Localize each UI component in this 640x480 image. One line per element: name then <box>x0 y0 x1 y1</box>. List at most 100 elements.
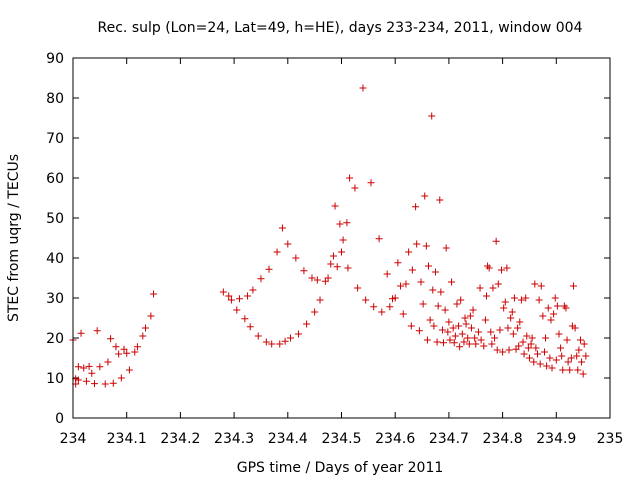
y-tick-label: 10 <box>46 371 64 387</box>
y-tick-label: 20 <box>46 331 64 347</box>
data-point <box>576 336 584 344</box>
data-point <box>300 267 308 275</box>
data-point <box>88 369 96 377</box>
data-point <box>344 264 352 272</box>
data-point <box>546 354 554 362</box>
data-point <box>346 174 354 182</box>
data-point <box>477 336 485 344</box>
data-point <box>492 237 500 245</box>
data-point <box>449 324 457 332</box>
x-tick-label: 234.9 <box>536 431 576 447</box>
data-point <box>85 362 93 370</box>
data-point <box>77 329 85 337</box>
data-point <box>571 324 579 332</box>
data-point <box>82 377 90 385</box>
data-point <box>582 352 590 360</box>
data-point <box>281 337 289 345</box>
data-point <box>292 254 300 262</box>
x-tick-label: 234.2 <box>160 431 200 447</box>
data-point <box>415 327 423 335</box>
data-point <box>489 284 497 292</box>
data-point <box>540 348 548 356</box>
data-point <box>515 342 523 350</box>
data-point <box>453 300 461 308</box>
data-point <box>367 179 375 187</box>
data-point <box>316 296 324 304</box>
data-point <box>501 298 509 306</box>
data-point <box>407 322 415 330</box>
data-point <box>444 328 452 336</box>
y-tick-label: 40 <box>46 251 64 267</box>
data-point <box>523 332 531 340</box>
data-point <box>451 332 459 340</box>
data-point <box>520 350 528 358</box>
data-point <box>461 314 469 322</box>
data-point <box>397 282 405 290</box>
data-point <box>303 320 311 328</box>
data-point <box>423 336 431 344</box>
data-point <box>578 358 586 366</box>
x-tick-label: 234.7 <box>429 431 469 447</box>
data-point <box>370 303 378 311</box>
data-point <box>336 220 344 228</box>
data-point <box>333 263 341 271</box>
data-point <box>551 294 559 302</box>
data-point <box>516 318 524 326</box>
data-point <box>457 296 465 304</box>
data-point <box>123 349 131 357</box>
data-point <box>329 252 337 260</box>
data-point <box>438 326 446 334</box>
chart-title: Rec. sulp (Lon=24, Lat=49, h=HE), days 2… <box>98 20 583 36</box>
data-point <box>241 315 249 323</box>
data-point <box>580 340 588 348</box>
x-tick-label: 234.1 <box>107 431 147 447</box>
data-point <box>510 294 518 302</box>
data-point <box>227 296 235 304</box>
data-point <box>254 332 262 340</box>
data-point <box>219 288 227 296</box>
data-point <box>249 286 257 294</box>
data-point <box>465 340 473 348</box>
data-point <box>276 340 284 348</box>
data-point <box>485 264 493 272</box>
data-point <box>555 330 563 338</box>
data-point <box>494 280 502 288</box>
data-point <box>225 292 233 300</box>
data-point <box>120 345 128 353</box>
data-point <box>547 316 555 324</box>
data-point <box>375 235 383 243</box>
data-point <box>431 268 439 276</box>
data-point <box>466 312 474 320</box>
data-point <box>383 270 391 278</box>
data-point <box>421 192 429 200</box>
data-point <box>107 335 115 343</box>
data-point <box>532 344 540 352</box>
x-tick-label: 234.6 <box>375 431 415 447</box>
data-point <box>434 302 442 310</box>
data-point <box>74 376 82 384</box>
data-point <box>378 308 386 316</box>
data-point <box>467 324 475 332</box>
data-point <box>482 292 490 300</box>
data-point <box>265 265 273 273</box>
data-point <box>536 360 544 368</box>
data-point <box>428 112 436 120</box>
data-point <box>481 316 489 324</box>
data-point <box>498 266 506 274</box>
data-point <box>524 344 532 352</box>
y-tick-label: 90 <box>46 51 64 67</box>
data-point <box>542 334 550 342</box>
data-point <box>543 362 551 370</box>
data-point <box>487 328 495 336</box>
data-point <box>402 280 410 288</box>
data-point <box>508 308 516 316</box>
data-point <box>308 274 316 282</box>
data-point <box>233 306 241 314</box>
data-point <box>343 219 351 227</box>
data-point <box>311 308 319 316</box>
data-point <box>246 323 254 331</box>
data-point <box>338 248 345 256</box>
data-point <box>558 352 566 360</box>
data-point <box>147 312 155 320</box>
y-axis-label: STEC from uqrg / TECUs <box>6 154 22 322</box>
